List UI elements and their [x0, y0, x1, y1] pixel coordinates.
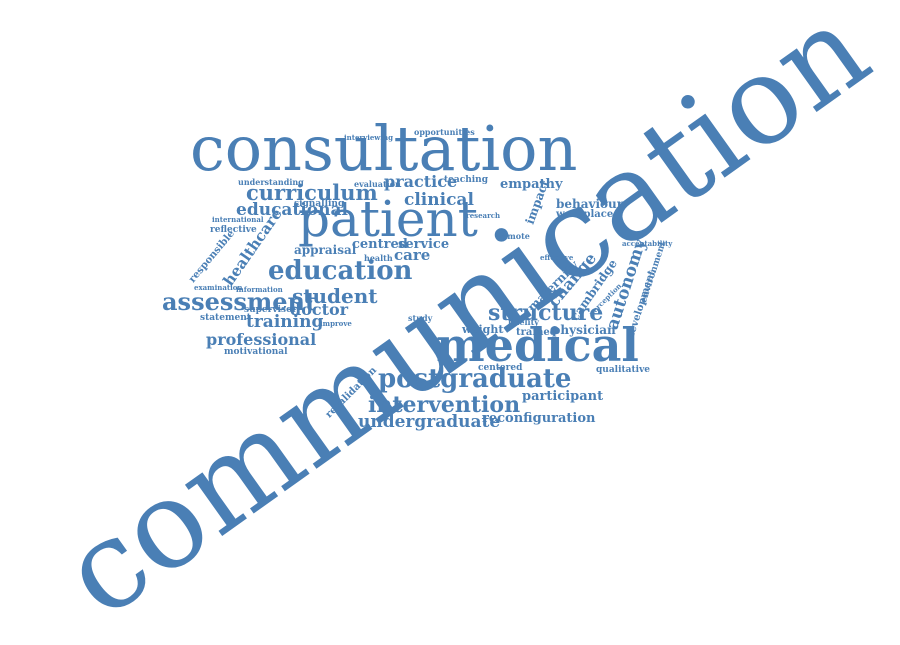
- word-service: service: [398, 237, 450, 252]
- word-centered: centered: [478, 363, 523, 373]
- word-undergraduate: undergraduate: [358, 412, 501, 432]
- word-medical: medical: [436, 318, 639, 372]
- word-consultation: consultation: [190, 112, 578, 185]
- word-improve: improve: [320, 319, 352, 328]
- word-training: training: [246, 312, 324, 332]
- word-research: research: [466, 211, 501, 220]
- word-behaviour: behaviour: [556, 197, 624, 211]
- word-physician: physician: [552, 323, 616, 337]
- word-practice: practice: [384, 172, 458, 191]
- word-workplace: workplace: [556, 209, 614, 220]
- word-educational: educational: [236, 200, 348, 220]
- word-education: education: [268, 256, 413, 286]
- word-professional: professional: [206, 330, 317, 349]
- word-opportunities: opportunities: [414, 127, 475, 137]
- word-reconfiguration: reconfiguration: [482, 411, 596, 426]
- word-trainee: trainee: [516, 327, 557, 338]
- word-international: international: [212, 215, 264, 224]
- word-evaluation: evaluation: [354, 179, 401, 189]
- word-care: care: [394, 246, 431, 264]
- word-interviewing: interviewing: [344, 133, 393, 142]
- word-effective: effective: [540, 253, 574, 262]
- word-health: health: [364, 253, 393, 263]
- word-patient: patient: [298, 190, 478, 248]
- word-weight: weight: [462, 323, 504, 336]
- word-assessment: assessment: [162, 287, 317, 316]
- word-cloud: communication consultation patient medic…: [37, 0, 893, 645]
- word-understanding: understanding: [238, 177, 304, 187]
- word-information: information: [236, 285, 283, 294]
- word-postgraduate: postgraduate: [378, 364, 572, 394]
- word-empathy: empathy: [500, 177, 563, 192]
- word-fidelity: fidelity: [508, 317, 539, 327]
- word-doctor: doctor: [290, 300, 349, 319]
- word-supervisor: supervisor: [244, 305, 297, 315]
- word-statement: statement: [200, 313, 251, 323]
- word-participant: participant: [522, 389, 604, 404]
- word-curriculum: curriculum: [246, 180, 378, 205]
- word-teaching: teaching: [444, 175, 488, 185]
- word-clinical: clinical: [404, 190, 474, 210]
- word-reflective: reflective: [210, 225, 257, 235]
- word-structure: structure: [488, 300, 604, 326]
- word-student: student: [292, 284, 378, 308]
- word-centred: centred: [352, 237, 408, 252]
- word-signalling: signalling: [294, 199, 345, 209]
- word-remote: remote: [498, 231, 530, 241]
- word-study: study: [408, 313, 433, 323]
- word-qualitative: qualitative: [596, 365, 651, 375]
- word-acceptability: acceptability: [622, 239, 673, 248]
- word-motivational: motivational: [224, 347, 288, 357]
- word-appraisal: appraisal: [294, 243, 357, 257]
- word-intervention: intervention: [368, 392, 521, 418]
- word-examination: examination: [194, 283, 243, 292]
